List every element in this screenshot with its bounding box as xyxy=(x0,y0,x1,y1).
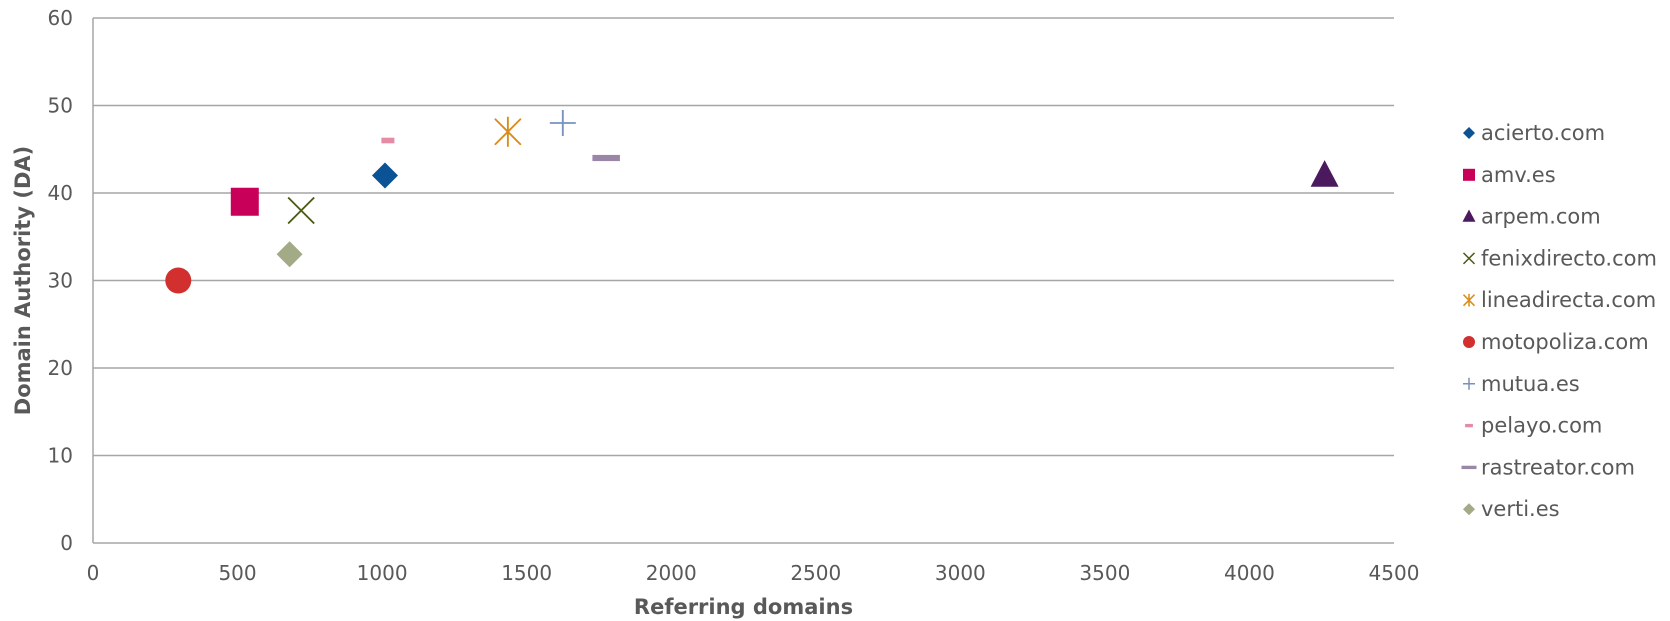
legend-marker xyxy=(1461,465,1477,470)
x-tick-label: 2000 xyxy=(646,561,697,585)
legend-label: motopoliza.com xyxy=(1481,330,1649,354)
y-tick-label: 0 xyxy=(60,531,73,555)
legend-label: arpem.com xyxy=(1481,205,1601,229)
data-point xyxy=(230,187,259,216)
y-axis-title: Domain Authority (DA) xyxy=(11,146,35,415)
legend-marker xyxy=(1462,209,1476,222)
data-point xyxy=(287,196,315,225)
legend-item: rastreator.com xyxy=(1461,455,1635,479)
data-point xyxy=(549,110,576,136)
gridlines xyxy=(92,17,1394,544)
legend-marker xyxy=(1463,377,1475,390)
legend-label: verti.es xyxy=(1481,497,1560,521)
legend-item: fenixdirecto.com xyxy=(1462,246,1657,270)
x-tick-label: 1000 xyxy=(357,561,408,585)
legend-marker xyxy=(1463,503,1475,516)
legend: acierto.com amv.es arpem.com fenixdirecto.c… xyxy=(1461,121,1657,521)
legend-marker xyxy=(1463,168,1475,181)
data-point xyxy=(592,154,620,162)
x-tick-label: 1500 xyxy=(501,561,552,585)
legend-label: acierto.com xyxy=(1481,121,1605,145)
legend-item: mutua.es xyxy=(1463,372,1580,396)
data-point xyxy=(165,267,192,294)
y-tick-label: 60 xyxy=(48,6,73,30)
x-axis-ticks: 0 500 1000 1500 2000 2500 3000 3500 4000 4500 xyxy=(87,561,1420,585)
legend-marker xyxy=(1465,423,1473,428)
y-tick-label: 20 xyxy=(48,356,73,380)
legend-item: arpem.com xyxy=(1462,205,1601,229)
x-tick-label: 0 xyxy=(87,561,100,585)
x-tick-label: 4500 xyxy=(1369,561,1420,585)
legend-label: amv.es xyxy=(1481,163,1556,187)
x-tick-label: 3500 xyxy=(1079,561,1130,585)
legend-item: motopoliza.com xyxy=(1463,330,1649,354)
legend-label: mutua.es xyxy=(1481,372,1580,396)
x-tick-label: 4000 xyxy=(1224,561,1275,585)
data-point xyxy=(276,241,303,268)
legend-marker xyxy=(1462,252,1476,265)
legend-label: lineadirecta.com xyxy=(1481,288,1656,312)
legend-item: amv.es xyxy=(1463,163,1556,187)
legend-label: rastreator.com xyxy=(1481,455,1635,479)
data-point xyxy=(372,162,399,189)
y-axis-ticks: 0 10 20 30 40 50 60 xyxy=(48,6,73,555)
legend-item: verti.es xyxy=(1463,497,1560,521)
legend-label: fenixdirecto.com xyxy=(1481,246,1657,270)
legend-item: lineadirecta.com xyxy=(1462,288,1656,312)
data-point xyxy=(494,116,522,147)
legend-item: acierto.com xyxy=(1463,121,1605,145)
x-tick-label: 3000 xyxy=(935,561,986,585)
legend-item: pelayo.com xyxy=(1465,414,1602,438)
legend-marker xyxy=(1463,336,1475,348)
legend-marker xyxy=(1463,127,1475,139)
legend-label: pelayo.com xyxy=(1481,414,1602,438)
y-tick-label: 50 xyxy=(48,94,73,118)
x-axis-title: Referring domains xyxy=(634,595,853,619)
legend-marker xyxy=(1462,293,1476,307)
x-tick-label: 2500 xyxy=(790,561,841,585)
y-tick-label: 40 xyxy=(48,181,73,205)
x-tick-label: 500 xyxy=(218,561,256,585)
data-point xyxy=(381,137,395,144)
data-point xyxy=(1310,160,1339,187)
y-tick-label: 10 xyxy=(48,444,73,468)
y-tick-label: 30 xyxy=(48,269,73,293)
data-points xyxy=(165,110,1339,294)
